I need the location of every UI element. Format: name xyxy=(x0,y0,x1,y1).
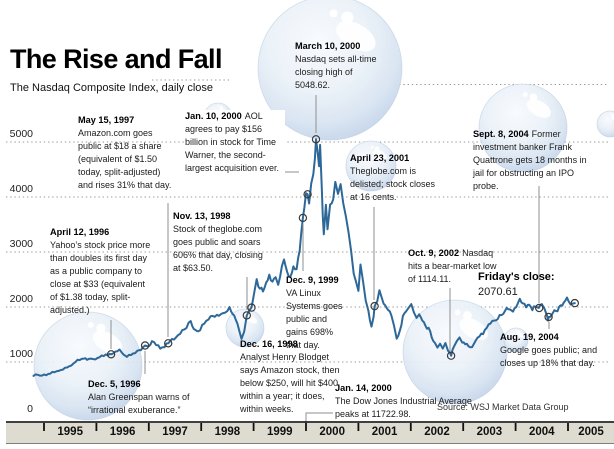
bubble-decoration xyxy=(478,83,568,173)
annotation-oct-9-2002: Oct. 9, 2002 Nasdaq hits a bear-market lo… xyxy=(408,247,504,286)
annotation-text: Google goes public; and closes up 18% th… xyxy=(500,345,598,368)
annotation-dec-9-1999: Dec. 9, 1999 VA Linux Systems goes public… xyxy=(286,274,350,352)
event-marker xyxy=(163,339,173,348)
annotation-april-12-1996: April 12, 1996 Yahoo’s stock price more t… xyxy=(50,226,153,317)
annotation-dec-16-1998: Dec. 16, 1998 Analyst Henry Blodget says … xyxy=(240,338,350,416)
x-tick-label: 1999 xyxy=(266,426,293,438)
x-tick-label: 2002 xyxy=(424,426,450,438)
event-marker xyxy=(303,190,312,199)
annotation-text: 2070.61 xyxy=(478,286,518,298)
annotation-text: Yahoo’s stock price more than doubles it… xyxy=(50,240,151,315)
x-tick-label: 2004 xyxy=(528,426,555,438)
event-marker xyxy=(242,311,251,320)
annotation-date: Aug. 19, 2004 xyxy=(500,332,559,342)
bubble-decoration xyxy=(33,311,143,421)
event-marker xyxy=(570,298,580,308)
x-tick-label: 1998 xyxy=(214,426,241,438)
annotation-date: Jan. 10, 2000 xyxy=(185,111,242,121)
y-tick-label: 3000 xyxy=(9,238,33,250)
y-tick-label: 4000 xyxy=(9,183,33,195)
annotation-may-15-1997: May 15, 1997 Amazon.com goes public at $1… xyxy=(78,114,173,192)
annotation-date: Sept. 8, 2004 xyxy=(473,129,529,139)
annotation-text: Stock of theglobe.com goes public and so… xyxy=(173,224,263,273)
annotation-text: Nasdaq hits a bear-market low of 1114.11… xyxy=(408,248,497,284)
page-subtitle: The Nasdaq Composite Index, daily close xyxy=(10,82,213,94)
annotation-date: Dec. 9, 1999 xyxy=(286,275,339,285)
x-tick-label: 2003 xyxy=(476,426,503,438)
y-tick-label: 0 xyxy=(27,403,33,415)
event-marker xyxy=(544,312,553,322)
annotation-text: Nasdaq sets all-time closing high of 504… xyxy=(295,54,377,90)
event-marker xyxy=(535,303,544,313)
source-credit: Source: WSJ Market Data Group xyxy=(437,402,569,412)
annotation-nov-13-1998: Nov. 13, 1998 Stock of theglobe.com goes … xyxy=(173,210,265,275)
x-tick-label: 2005 xyxy=(578,426,604,438)
annotation-aug-19-2004: Aug. 19, 2004 Google goes public; and clo… xyxy=(500,331,604,370)
x-tick-label: 1997 xyxy=(162,426,188,438)
nasdaq-line xyxy=(32,138,576,377)
event-marker xyxy=(370,301,379,311)
annotation-text: Alan Greenspan warns of “irrational exub… xyxy=(88,392,190,415)
annotation-text: Former investment banker Frank Quattrone… xyxy=(473,129,587,191)
annotation-date: Nov. 13, 1998 xyxy=(173,211,231,221)
annotation-date: April 23, 2001 xyxy=(350,153,410,163)
event-marker xyxy=(106,350,116,359)
y-tick-label: 2000 xyxy=(9,293,33,305)
annotation-sept-8-2004: Sept. 8, 2004 Former investment banker Fr… xyxy=(473,128,595,193)
annotation-date: May 15, 1997 xyxy=(78,115,135,125)
bubble-decoration xyxy=(596,110,614,138)
annotation-date: Jan. 14, 2000 xyxy=(335,383,392,393)
event-marker xyxy=(298,213,308,223)
annotation-jan-10-2000: Jan. 10, 2000 AOL agrees to pay $156 bill… xyxy=(185,110,285,175)
annotation-date: Dec. 16, 1998 xyxy=(240,339,298,349)
x-tick-label: 2000 xyxy=(319,426,345,438)
annotation-fridays-close: Friday's close: 2070.61 xyxy=(478,270,578,299)
annotation-date: Friday's close: xyxy=(478,271,555,283)
bubble-decoration xyxy=(503,327,529,353)
y-tick-label: 1000 xyxy=(9,348,33,360)
event-marker xyxy=(446,351,456,360)
x-axis-band xyxy=(6,421,614,444)
annotation-date: Dec. 5, 1996 xyxy=(88,379,141,389)
annotation-jan-14-2000: Jan. 14, 2000 The Dow Jones Industrial Av… xyxy=(335,382,477,421)
event-marker xyxy=(247,303,256,312)
annotation-april-23-2001: April 23, 2001 Theglobe.com is delisted; … xyxy=(350,152,442,204)
x-tick-label: 1995 xyxy=(57,426,83,438)
annotation-date: Oct. 9, 2002 xyxy=(408,248,460,258)
event-marker xyxy=(311,135,321,144)
annotation-date: March 10, 2000 xyxy=(295,41,361,51)
x-tick-label: 1996 xyxy=(109,426,136,438)
annotation-text: Amazon.com goes public at $18 a share (e… xyxy=(78,128,172,190)
annotation-text: AOL agrees to pay $156 billion in stock … xyxy=(185,111,280,173)
annotation-text: VA Linux Systems goes public and gains 6… xyxy=(286,288,343,350)
leader-line xyxy=(305,412,333,423)
x-tick-label: 2001 xyxy=(371,426,398,438)
annotation-text: Analyst Henry Blodget says Amazon stock,… xyxy=(240,352,340,414)
annotation-text: Theglobe.com is delisted; stock closes a… xyxy=(350,166,436,202)
event-marker xyxy=(140,341,150,350)
page-title: The Rise and Fall xyxy=(10,44,222,74)
bubble-decoration xyxy=(345,140,397,192)
annotation-march-10-2000: March 10, 2000 Nasdaq sets all-time closi… xyxy=(295,40,387,92)
bubble-decoration xyxy=(257,0,403,141)
annotation-dec-5-1996: Dec. 5, 1996 Alan Greenspan warns of “irr… xyxy=(88,378,200,417)
y-tick-label: 5000 xyxy=(9,128,33,140)
annotation-text: The Dow Jones Industrial Average peaks a… xyxy=(335,396,472,419)
annotation-date: April 12, 1996 xyxy=(50,227,110,237)
